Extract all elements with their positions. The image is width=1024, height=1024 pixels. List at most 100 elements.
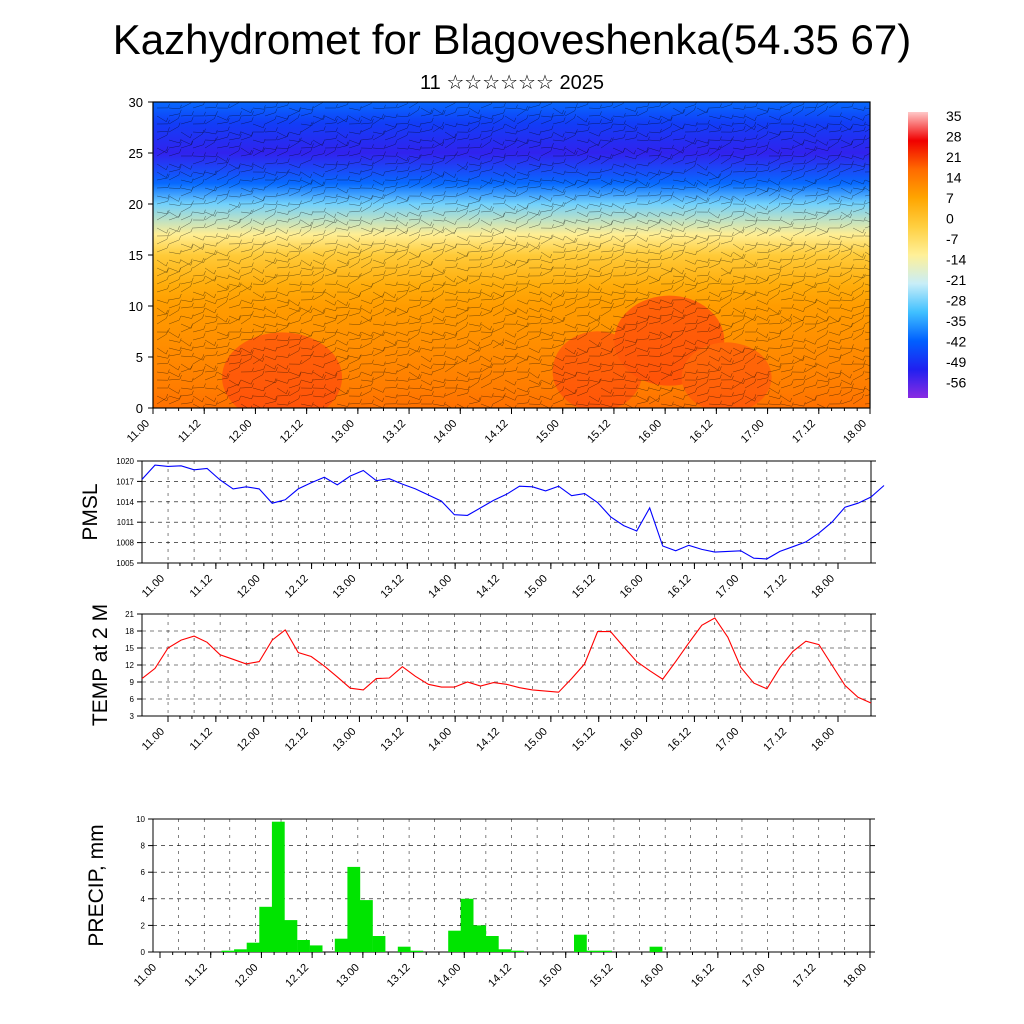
wind-barb bbox=[300, 211, 312, 216]
wind-barb-flag bbox=[347, 194, 350, 199]
wind-barb-flag bbox=[659, 128, 662, 133]
wind-barb bbox=[780, 169, 792, 173]
wind-barb bbox=[576, 347, 588, 353]
wind-barb bbox=[588, 248, 600, 253]
wind-barb bbox=[504, 273, 516, 277]
wind-barb bbox=[648, 251, 660, 255]
wind-barb bbox=[396, 346, 408, 349]
wind-barb bbox=[336, 211, 348, 218]
wind-barb bbox=[300, 225, 312, 229]
wind-barb bbox=[792, 109, 803, 117]
wind-barb bbox=[264, 379, 276, 384]
wind-barb bbox=[660, 237, 671, 245]
wind-barb-flag bbox=[167, 299, 170, 304]
wind-barb-flag bbox=[659, 219, 662, 224]
wind-barb bbox=[204, 347, 217, 349]
wind-barb-flag bbox=[334, 331, 337, 336]
wind-barb-flag bbox=[346, 221, 349, 226]
wind-barb-flag bbox=[419, 164, 422, 169]
wind-barb bbox=[852, 142, 864, 149]
wind-barb bbox=[564, 147, 575, 155]
wind-barb-flag bbox=[431, 206, 434, 211]
wind-barb bbox=[648, 331, 660, 336]
wind-barb-flag bbox=[563, 279, 566, 284]
wind-barb-flag bbox=[179, 346, 182, 351]
wind-barb bbox=[864, 107, 870, 110]
wind-barb bbox=[624, 147, 635, 155]
wind-barb bbox=[336, 331, 348, 336]
wind-barb-flag bbox=[406, 362, 409, 368]
wind-barb bbox=[372, 216, 384, 221]
wind-barb bbox=[204, 223, 216, 229]
wind-barb bbox=[828, 253, 839, 261]
wind-barb-flag bbox=[814, 395, 817, 400]
wind-barb bbox=[636, 227, 648, 232]
wind-barb-flag bbox=[491, 115, 494, 120]
wind-barb-flag bbox=[803, 186, 806, 191]
wind-barb-flag bbox=[503, 317, 506, 322]
wind-barb-flag bbox=[179, 293, 182, 299]
wind-barb bbox=[576, 158, 587, 165]
wind-barb-flag bbox=[838, 285, 841, 290]
wind-barb-flag bbox=[610, 116, 613, 121]
wind-barb-flag bbox=[659, 334, 662, 339]
wind-barb-flag bbox=[731, 401, 734, 407]
wind-barb-flag bbox=[671, 310, 674, 315]
wind-barb bbox=[420, 312, 432, 317]
wind-barb bbox=[312, 171, 323, 178]
wind-barb bbox=[660, 147, 673, 150]
wind-barb-flag bbox=[790, 220, 793, 226]
wind-barb-flag bbox=[802, 315, 805, 321]
wind-barb bbox=[240, 242, 252, 245]
wind-barb-flag bbox=[322, 290, 325, 295]
wind-barb bbox=[420, 233, 432, 237]
wind-barb bbox=[624, 137, 636, 141]
wind-barb bbox=[600, 333, 611, 341]
wind-barb bbox=[732, 333, 743, 341]
wind-barb bbox=[708, 283, 721, 285]
wind-barb-flag bbox=[250, 188, 253, 193]
wind-barb-flag bbox=[298, 301, 301, 306]
wind-barb bbox=[780, 258, 793, 261]
wind-barb-flag bbox=[598, 397, 601, 402]
wind-barb-flag bbox=[395, 399, 398, 404]
wind-barb-flag bbox=[298, 219, 301, 224]
wind-barb-flag bbox=[442, 226, 445, 231]
wind-barb-flag bbox=[215, 385, 218, 390]
wind-barb bbox=[708, 386, 720, 389]
wind-barb bbox=[432, 403, 444, 407]
wind-barb-flag bbox=[790, 236, 793, 241]
wind-barb-flag bbox=[514, 189, 517, 194]
wind-barb bbox=[768, 135, 780, 141]
wind-barb bbox=[576, 152, 588, 157]
wind-barb bbox=[648, 307, 660, 311]
wind-barb bbox=[540, 209, 552, 213]
wind-barb-flag bbox=[851, 291, 854, 296]
wind-barb-flag bbox=[611, 291, 614, 296]
wind-barb-flag bbox=[370, 309, 373, 314]
wind-barb-flag bbox=[382, 388, 385, 393]
wind-barb bbox=[228, 399, 240, 405]
wind-barb bbox=[504, 395, 516, 401]
wind-barb-flag bbox=[323, 189, 326, 194]
wind-barb-flag bbox=[587, 270, 590, 275]
wind-barb bbox=[648, 275, 660, 282]
wind-barb bbox=[660, 157, 671, 165]
wind-barb-flag bbox=[407, 124, 410, 129]
wind-barb-flag bbox=[311, 106, 314, 111]
wind-barb bbox=[552, 243, 564, 249]
wind-barb bbox=[816, 126, 827, 133]
wind-barb bbox=[348, 367, 360, 373]
wind-barb-flag bbox=[479, 322, 482, 327]
wind-barb-flag bbox=[790, 242, 793, 247]
wind-barb bbox=[612, 249, 624, 253]
wind-barb-flag bbox=[311, 295, 314, 300]
wind-barb-flag bbox=[503, 212, 506, 217]
wind-barb bbox=[816, 320, 828, 325]
wind-barb bbox=[684, 339, 696, 346]
wind-barb-flag bbox=[670, 331, 673, 336]
wind-barb-flag bbox=[599, 362, 602, 367]
wind-barb-flag bbox=[683, 295, 686, 300]
wind-barb bbox=[864, 355, 870, 357]
wind-barb-flag bbox=[299, 380, 302, 385]
